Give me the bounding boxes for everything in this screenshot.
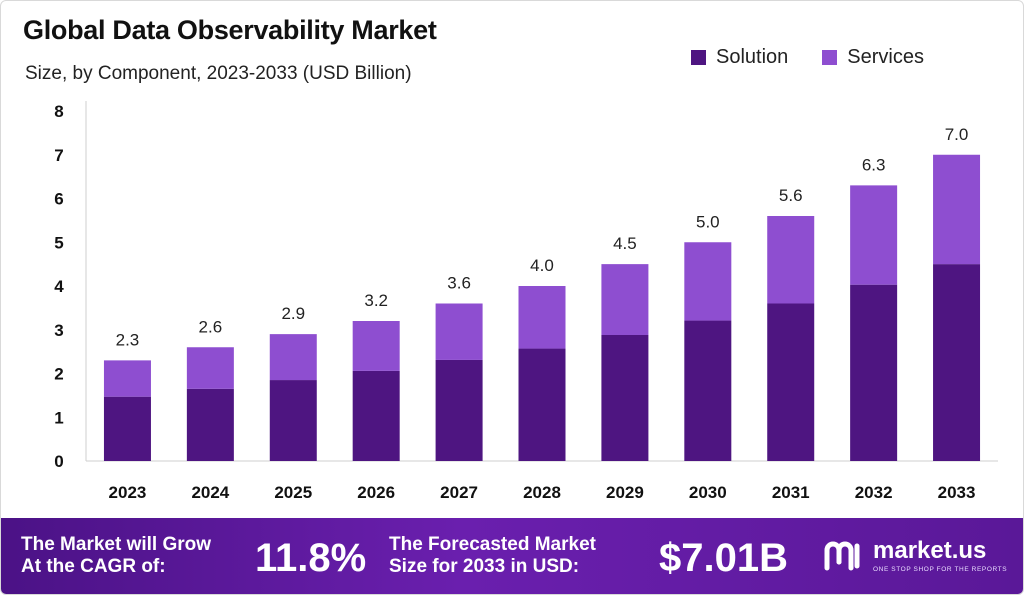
bar-solution-2033 xyxy=(933,264,981,461)
logo-name: market.us xyxy=(873,537,987,564)
x-tick-label-2033: 2033 xyxy=(938,483,976,502)
y-tick-label: 8 xyxy=(54,102,63,121)
legend-label-services: Services xyxy=(847,46,924,68)
x-tick-label-2025: 2025 xyxy=(274,483,312,502)
bar-services-2026 xyxy=(352,321,400,371)
legend-swatch-solution xyxy=(691,50,706,65)
y-tick-label: 7 xyxy=(54,146,63,165)
bar-solution-2027 xyxy=(435,359,483,461)
bar-services-2031 xyxy=(767,216,815,304)
x-tick-label-2026: 2026 xyxy=(357,483,395,502)
bar-services-2029 xyxy=(601,264,649,335)
forecast-label-line1: The Forecasted Market xyxy=(389,534,596,555)
bar-solution-2029 xyxy=(601,335,649,461)
y-tick-label: 6 xyxy=(54,190,63,209)
y-tick-label: 0 xyxy=(54,452,63,471)
chart-title: Global Data Observability Market xyxy=(23,15,437,45)
cagr-value: 11.8% xyxy=(255,536,367,580)
forecast-value: $7.01B xyxy=(659,536,788,580)
y-tick-label: 3 xyxy=(54,321,63,340)
x-tick-label-2030: 2030 xyxy=(689,483,727,502)
y-tick-label: 1 xyxy=(54,408,63,427)
data-label-2025: 2.9 xyxy=(281,304,305,323)
x-tick-label-2029: 2029 xyxy=(606,483,644,502)
legend-swatch-services xyxy=(822,50,838,65)
x-tick-label-2027: 2027 xyxy=(440,483,478,502)
data-label-2030: 5.0 xyxy=(696,212,720,231)
forecast-label: The Forecasted Market Size for 2033 in U… xyxy=(389,534,596,578)
bar-services-2023 xyxy=(103,360,151,397)
x-tick-label-2028: 2028 xyxy=(523,483,561,502)
bar-services-2032 xyxy=(850,185,898,285)
bar-services-2033 xyxy=(933,154,981,265)
bar-solution-2031 xyxy=(767,303,815,461)
data-label-2029: 4.5 xyxy=(613,234,637,253)
data-label-2033: 7.0 xyxy=(945,125,969,144)
x-tick-label-2023: 2023 xyxy=(109,483,147,502)
bar-services-2027 xyxy=(435,303,483,360)
bar-services-2030 xyxy=(684,242,732,321)
x-tick-label-2024: 2024 xyxy=(191,483,229,502)
data-label-2031: 5.6 xyxy=(779,186,803,205)
cagr-label-line1: The Market will Grow xyxy=(21,534,212,555)
legend-item-solution: Solution xyxy=(691,46,788,69)
data-label-2028: 4.0 xyxy=(530,256,554,275)
bar-solution-2024 xyxy=(186,388,234,461)
legend: Solution Services xyxy=(691,46,924,69)
bar-services-2024 xyxy=(186,347,234,389)
x-tick-label-2032: 2032 xyxy=(855,483,893,502)
stacked-bar-chart: 0 1 2 3 4 5 6 7 8 2.3 2023 2.6 2024 2.9 2025 3.2 2026 3.6… xyxy=(54,101,998,502)
cagr-label: The Market will Grow At the CAGR of: xyxy=(21,534,211,578)
data-label-2032: 6.3 xyxy=(862,155,886,174)
legend-item-services: Services xyxy=(822,46,924,69)
bar-services-2025 xyxy=(269,334,317,381)
data-label-2024: 2.6 xyxy=(199,317,223,336)
chart-subtitle: Size, by Component, 2023-2033 (USD Billi… xyxy=(25,63,412,84)
data-label-2023: 2.3 xyxy=(116,330,140,349)
y-tick-label: 5 xyxy=(54,233,63,252)
bar-solution-2025 xyxy=(269,380,317,461)
bar-solution-2026 xyxy=(352,370,400,461)
y-tick-label: 2 xyxy=(54,365,63,384)
data-label-2026: 3.2 xyxy=(364,291,388,310)
market-us-logo: market.us ONE STOP SHOP FOR THE REPORTS xyxy=(823,538,1007,574)
bar-services-2028 xyxy=(518,286,566,349)
legend-label-solution: Solution xyxy=(716,46,789,68)
bar-solution-2023 xyxy=(103,396,151,461)
market-us-logo-icon xyxy=(824,541,860,571)
bar-solution-2028 xyxy=(518,348,566,461)
logo-tagline: ONE STOP SHOP FOR THE REPORTS xyxy=(873,566,1008,573)
forecast-label-line2: Size for 2033 in USD: xyxy=(389,556,580,577)
summary-banner: The Market will Grow At the CAGR of: 11.… xyxy=(1,518,1023,594)
bar-solution-2030 xyxy=(684,320,732,461)
cagr-label-line2: At the CAGR of: xyxy=(21,556,166,577)
bar-solution-2032 xyxy=(850,284,898,461)
y-tick-label: 4 xyxy=(54,277,64,296)
data-label-2027: 3.6 xyxy=(447,274,471,293)
x-tick-label-2031: 2031 xyxy=(772,483,810,502)
